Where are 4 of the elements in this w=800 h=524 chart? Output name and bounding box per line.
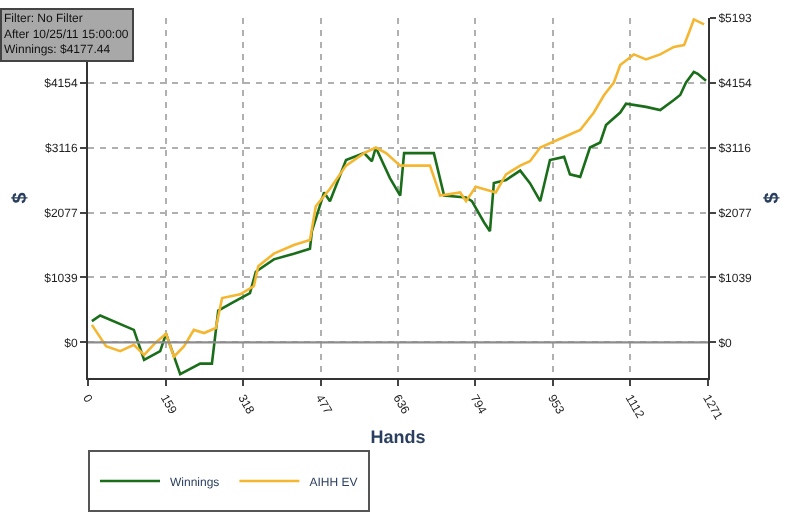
line-series (90, 70, 708, 376)
y2-axis-title: $ (762, 191, 785, 204)
x-axis-title: Hands (370, 427, 426, 448)
y-axis-title: $ (10, 191, 33, 204)
